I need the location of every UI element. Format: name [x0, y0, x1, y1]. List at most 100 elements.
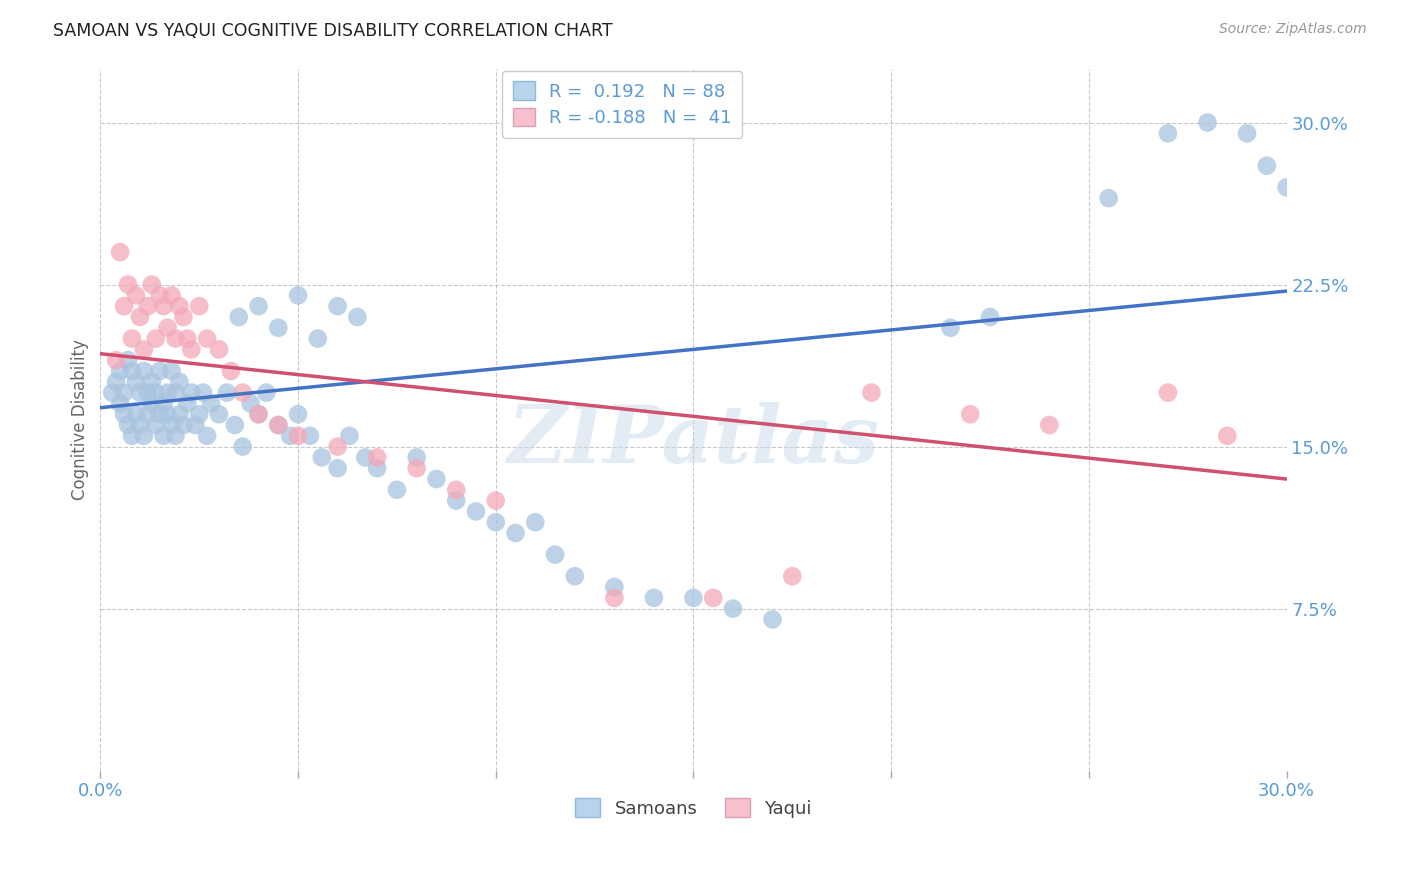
Point — [247, 407, 270, 421]
Point — [485, 515, 508, 529]
Point — [254, 385, 277, 400]
Point — [287, 429, 309, 443]
Point — [307, 332, 329, 346]
Point — [108, 245, 131, 260]
Point — [136, 299, 159, 313]
Point — [108, 396, 131, 410]
Point — [603, 580, 626, 594]
Point — [298, 429, 321, 443]
Point — [860, 385, 883, 400]
Point — [172, 417, 194, 432]
Point — [247, 407, 270, 421]
Point — [156, 407, 179, 421]
Point — [979, 310, 1001, 324]
Point — [105, 375, 128, 389]
Point — [405, 450, 427, 465]
Point — [112, 407, 135, 421]
Point — [169, 407, 191, 421]
Point — [101, 385, 124, 400]
Point — [149, 364, 172, 378]
Point — [121, 332, 143, 346]
Y-axis label: Cognitive Disability: Cognitive Disability — [72, 339, 89, 500]
Point — [160, 364, 183, 378]
Point — [105, 353, 128, 368]
Point — [939, 320, 962, 334]
Point — [121, 429, 143, 443]
Point — [160, 288, 183, 302]
Point — [160, 417, 183, 432]
Point — [405, 461, 427, 475]
Point — [136, 385, 159, 400]
Point — [702, 591, 724, 605]
Point — [1157, 385, 1180, 400]
Point — [603, 591, 626, 605]
Point — [141, 396, 163, 410]
Point — [425, 472, 447, 486]
Legend: Samoans, Yaqui: Samoans, Yaqui — [568, 791, 820, 825]
Point — [128, 417, 150, 432]
Point — [117, 353, 139, 368]
Point — [444, 493, 467, 508]
Point — [208, 407, 231, 421]
Point — [125, 407, 148, 421]
Point — [169, 375, 191, 389]
Point — [465, 504, 488, 518]
Point — [267, 320, 290, 334]
Point — [128, 310, 150, 324]
Point — [156, 320, 179, 334]
Point — [117, 277, 139, 292]
Point — [152, 396, 174, 410]
Point — [782, 569, 804, 583]
Point — [188, 407, 211, 421]
Point — [1098, 191, 1121, 205]
Point — [180, 385, 202, 400]
Point — [354, 450, 377, 465]
Point — [247, 299, 270, 313]
Point — [125, 375, 148, 389]
Point — [278, 429, 301, 443]
Point — [385, 483, 408, 497]
Point — [141, 375, 163, 389]
Point — [169, 299, 191, 313]
Point — [287, 407, 309, 421]
Point — [267, 417, 290, 432]
Point — [761, 612, 783, 626]
Point — [224, 417, 246, 432]
Point — [564, 569, 586, 583]
Point — [326, 440, 349, 454]
Point — [239, 396, 262, 410]
Point — [188, 299, 211, 313]
Point — [125, 288, 148, 302]
Point — [485, 493, 508, 508]
Point — [156, 385, 179, 400]
Point — [1038, 417, 1060, 432]
Point — [149, 407, 172, 421]
Point — [215, 385, 238, 400]
Point — [1256, 159, 1278, 173]
Point — [200, 396, 222, 410]
Point — [176, 332, 198, 346]
Point — [180, 343, 202, 357]
Point — [1216, 429, 1239, 443]
Point — [195, 429, 218, 443]
Point — [366, 450, 388, 465]
Point — [112, 299, 135, 313]
Point — [152, 299, 174, 313]
Point — [172, 310, 194, 324]
Point — [228, 310, 250, 324]
Point — [191, 385, 214, 400]
Point — [165, 429, 187, 443]
Point — [1236, 126, 1258, 140]
Point — [232, 385, 254, 400]
Point — [128, 385, 150, 400]
Point — [112, 385, 135, 400]
Point — [184, 417, 207, 432]
Point — [108, 364, 131, 378]
Point — [219, 364, 242, 378]
Point — [149, 288, 172, 302]
Point — [132, 429, 155, 443]
Point — [145, 385, 167, 400]
Point — [195, 332, 218, 346]
Point — [643, 591, 665, 605]
Point — [117, 417, 139, 432]
